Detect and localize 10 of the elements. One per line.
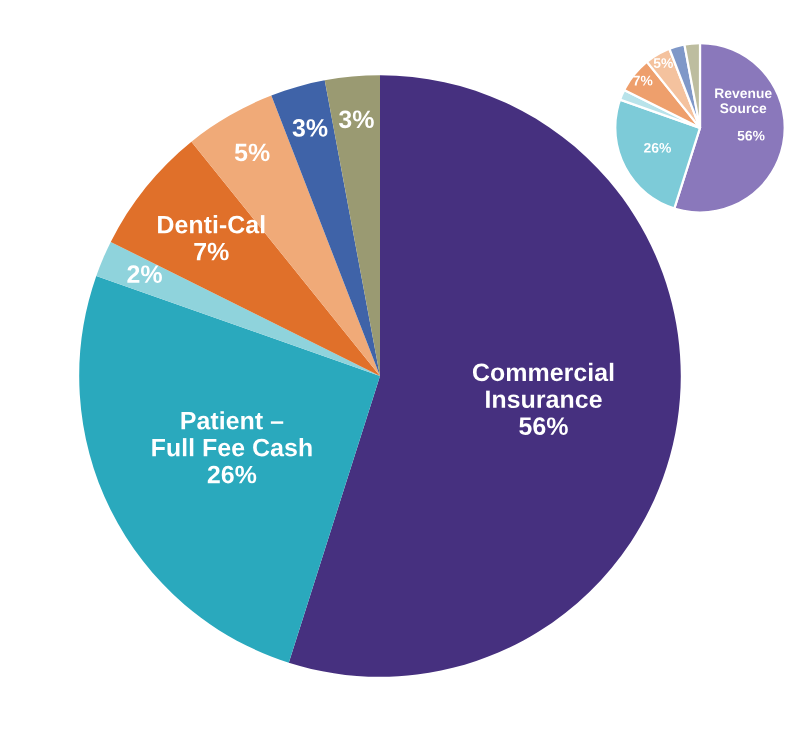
data-label: 3% [338, 110, 374, 129]
data-label: 56% [519, 417, 568, 436]
data-label: 2% [127, 265, 162, 283]
slice-label: Denti-Cal [158, 215, 265, 234]
data-label: 5% [234, 143, 270, 162]
data-label: 26% [207, 465, 257, 484]
slice-label: Commercial Insurance [472, 362, 614, 409]
slice-label: Patient – Full Fee Cash [152, 411, 312, 457]
data-label: 3% [292, 119, 328, 137]
data-label: 7% [194, 242, 229, 261]
